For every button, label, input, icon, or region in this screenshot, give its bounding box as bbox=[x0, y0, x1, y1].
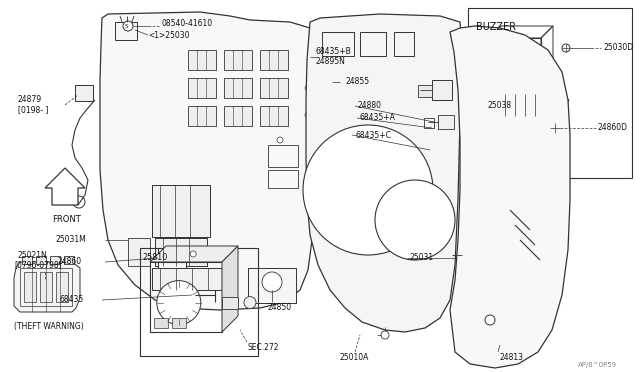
Text: 24895N: 24895N bbox=[316, 58, 346, 67]
Circle shape bbox=[381, 331, 389, 339]
Text: 68435: 68435 bbox=[60, 295, 84, 305]
Text: [0796-0798]: [0796-0798] bbox=[14, 260, 61, 269]
Circle shape bbox=[305, 112, 311, 118]
Text: 25031: 25031 bbox=[410, 253, 434, 263]
Text: 24850: 24850 bbox=[268, 304, 292, 312]
Bar bbox=[115, 22, 137, 40]
Polygon shape bbox=[306, 14, 462, 332]
Text: 25810: 25810 bbox=[142, 253, 167, 263]
Text: 24879: 24879 bbox=[18, 96, 42, 105]
Bar bbox=[50, 256, 60, 264]
Text: FRONT: FRONT bbox=[52, 215, 81, 224]
Circle shape bbox=[123, 21, 133, 31]
Bar bbox=[438, 115, 454, 129]
Circle shape bbox=[157, 280, 201, 325]
Circle shape bbox=[190, 251, 196, 257]
Bar bbox=[152, 185, 210, 237]
Bar bbox=[24, 272, 36, 302]
Bar bbox=[418, 85, 432, 97]
Text: SEC.272: SEC.272 bbox=[248, 343, 280, 353]
Bar bbox=[172, 318, 186, 328]
Circle shape bbox=[562, 44, 570, 52]
Bar bbox=[224, 78, 252, 98]
Bar bbox=[489, 38, 541, 76]
Text: 24855: 24855 bbox=[345, 77, 369, 87]
Text: <1>25030: <1>25030 bbox=[148, 31, 189, 39]
Bar bbox=[56, 272, 68, 302]
Bar bbox=[188, 78, 216, 98]
Polygon shape bbox=[450, 26, 570, 368]
Bar bbox=[468, 8, 632, 178]
Text: 25030D: 25030D bbox=[603, 44, 633, 52]
Bar bbox=[224, 50, 252, 70]
Bar bbox=[22, 256, 32, 264]
Bar bbox=[128, 238, 150, 266]
Polygon shape bbox=[489, 76, 541, 94]
Text: 25038: 25038 bbox=[487, 102, 511, 110]
Text: 24860D: 24860D bbox=[598, 124, 628, 132]
Text: BUZZER: BUZZER bbox=[476, 22, 516, 32]
Bar bbox=[158, 248, 186, 268]
Polygon shape bbox=[222, 246, 238, 332]
Bar bbox=[360, 32, 386, 56]
Text: S: S bbox=[124, 23, 128, 29]
Bar bbox=[154, 318, 168, 328]
Text: 25031M: 25031M bbox=[55, 235, 86, 244]
Text: [0198- ]: [0198- ] bbox=[18, 106, 49, 115]
Text: 24880: 24880 bbox=[358, 102, 382, 110]
Bar bbox=[224, 106, 252, 126]
Bar bbox=[260, 78, 288, 98]
Circle shape bbox=[375, 180, 455, 260]
Bar bbox=[20, 268, 72, 306]
Polygon shape bbox=[14, 262, 80, 312]
Text: (THEFT WARNING): (THEFT WARNING) bbox=[14, 322, 84, 331]
Bar bbox=[152, 268, 232, 290]
Text: 25010A: 25010A bbox=[340, 353, 369, 362]
Bar bbox=[75, 85, 93, 101]
Bar bbox=[497, 94, 541, 116]
Polygon shape bbox=[100, 12, 318, 310]
Bar bbox=[64, 256, 74, 264]
Bar bbox=[268, 170, 298, 188]
Bar bbox=[188, 106, 216, 126]
Circle shape bbox=[303, 125, 433, 255]
Text: 68435+B: 68435+B bbox=[316, 48, 352, 57]
Text: AP/8^0P59: AP/8^0P59 bbox=[578, 362, 617, 368]
Bar bbox=[36, 256, 46, 264]
Polygon shape bbox=[45, 168, 85, 205]
Bar bbox=[432, 80, 452, 100]
Bar bbox=[222, 296, 238, 309]
Bar bbox=[188, 50, 216, 70]
Text: 24860: 24860 bbox=[58, 257, 82, 266]
Bar bbox=[155, 238, 207, 266]
Text: 24813: 24813 bbox=[500, 353, 524, 362]
Bar bbox=[140, 248, 258, 356]
Bar bbox=[322, 32, 354, 56]
Circle shape bbox=[550, 123, 560, 133]
Bar bbox=[248, 268, 296, 303]
Bar bbox=[40, 272, 52, 302]
Circle shape bbox=[192, 292, 198, 298]
Text: 68435+A: 68435+A bbox=[360, 113, 396, 122]
Polygon shape bbox=[543, 90, 569, 112]
Circle shape bbox=[73, 196, 85, 208]
Text: 25021N: 25021N bbox=[18, 250, 48, 260]
Circle shape bbox=[485, 315, 495, 325]
Circle shape bbox=[277, 137, 283, 143]
Bar bbox=[150, 262, 222, 332]
Text: 68435+C: 68435+C bbox=[355, 131, 391, 140]
Bar bbox=[424, 118, 434, 128]
Bar bbox=[268, 145, 298, 167]
Bar bbox=[260, 106, 288, 126]
Bar bbox=[394, 32, 414, 56]
Circle shape bbox=[244, 296, 256, 309]
Polygon shape bbox=[150, 246, 238, 262]
Bar bbox=[260, 50, 288, 70]
Circle shape bbox=[305, 85, 311, 91]
Circle shape bbox=[262, 272, 282, 292]
Text: 08540-41610: 08540-41610 bbox=[162, 19, 213, 29]
